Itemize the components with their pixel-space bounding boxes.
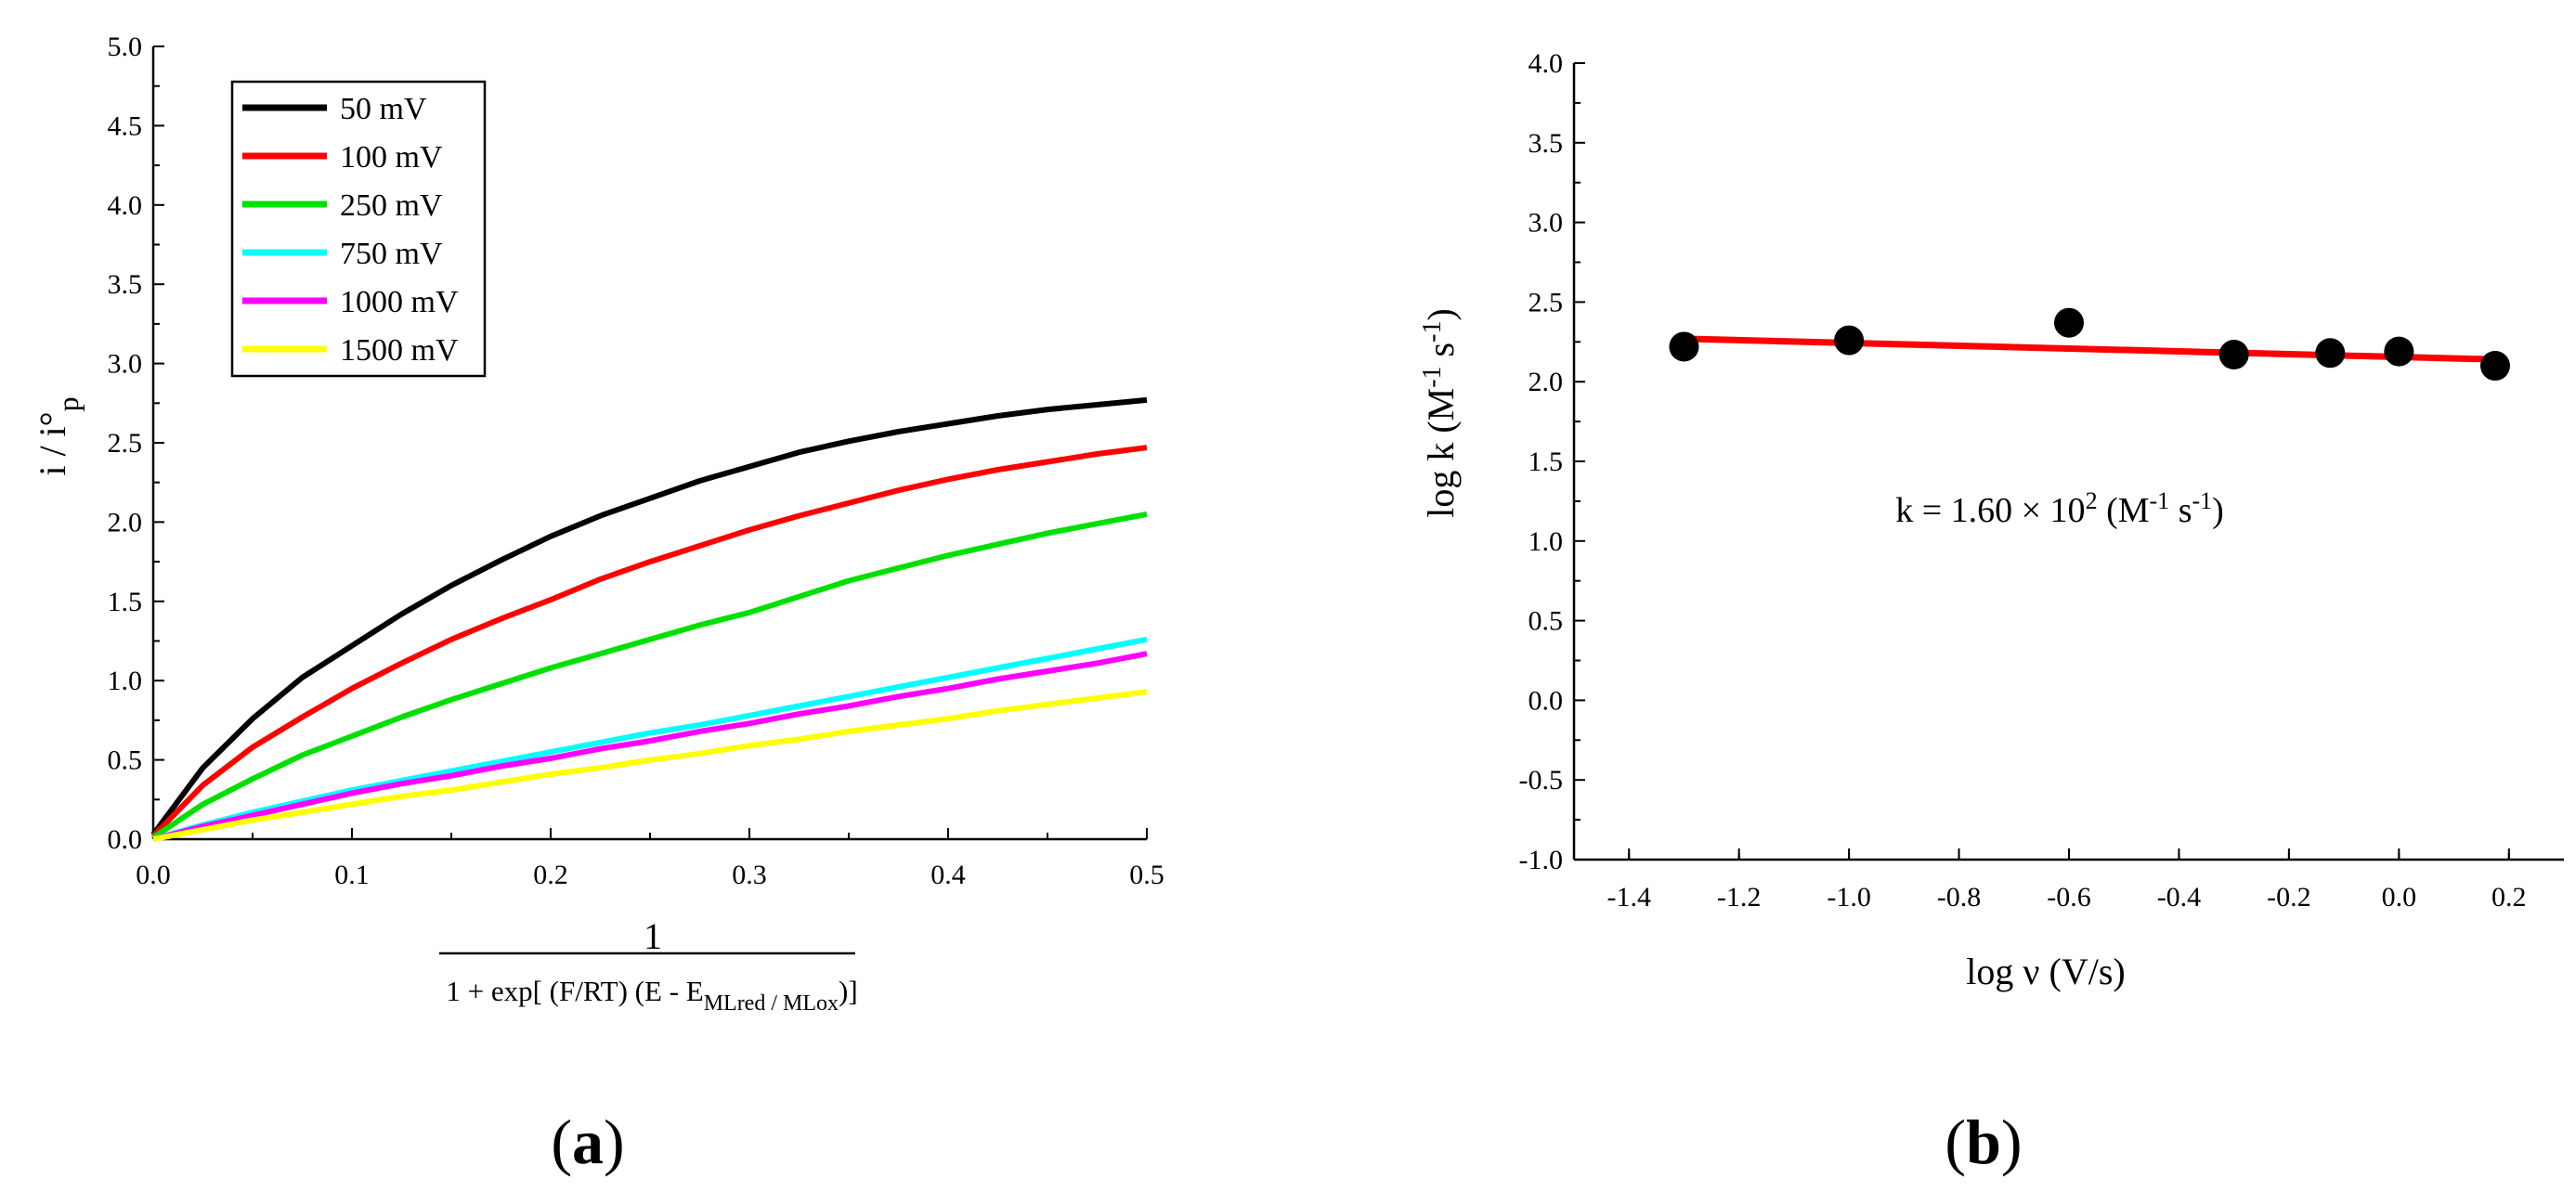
chart-a-series-line <box>152 636 1148 842</box>
chart-a-ytick-label: 3.0 <box>108 349 143 380</box>
chart-b-xtick-label: -1.2 <box>1717 882 1762 913</box>
chart-b-annotation-prefix: k = 1.60 × 10 <box>1895 491 2085 530</box>
chart-b-point <box>2054 307 2084 338</box>
chart-b-ytick-label: 1.5 <box>1529 447 1564 477</box>
chart-b-annotation-suffix: ) <box>2212 491 2224 530</box>
chart-a-legend-label: 100 mV <box>340 140 443 175</box>
chart-a-ytick-label: 5.0 <box>108 32 143 62</box>
chart-a-xlabel-denominator-sub: MLred / MLox <box>704 991 839 1016</box>
chart-a-xtick-label: 0.2 <box>533 860 568 890</box>
chart-a-ytick-label: 2.5 <box>108 428 143 459</box>
chart-b-xtick-label: -0.4 <box>2157 882 2202 913</box>
chart-b: -1.4 -1.2 -1.0 -0.8 -0.6 -0.4 -0.2 0.0 0.2 -1.0 -0… <box>1418 48 2564 1177</box>
chart-b-ytick-label: 3.0 <box>1529 208 1564 239</box>
chart-b-ylabel: log k (M-1 s-1) <box>1418 308 1462 518</box>
chart-b-xtick-label: -0.6 <box>2047 882 2091 913</box>
chart-b-point <box>2218 340 2249 370</box>
chart-a-legend-label: 1000 mV <box>340 285 459 319</box>
chart-a-legend-label: 1500 mV <box>340 333 459 368</box>
chart-b-annotation-sup1: 2 <box>2086 487 2098 514</box>
chart-b-xtick-label: 0.2 <box>2491 882 2527 913</box>
chart-b-ytick-label: 0.0 <box>1529 685 1564 716</box>
chart-a: 0.0 0.1 0.2 0.3 0.4 0.5 0.0 0.5 1.0 1.5 2.0 2.5 3.0 3… <box>32 32 1164 1177</box>
chart-b-annotation: k = 1.60 × 102 (M-1 s-1) <box>1895 487 2224 530</box>
chart-a-ytick-label: 4.5 <box>108 110 143 141</box>
chart-b-xtick-label: -1.0 <box>1827 882 1871 913</box>
chart-b-ticks: -1.4 -1.2 -1.0 -0.8 -0.6 -0.4 -0.2 0.0 0.2 -1.0 -0… <box>1519 48 2527 913</box>
chart-b-ytick-label: -0.5 <box>1519 765 1564 796</box>
chart-a-legend-label: 50 mV <box>340 92 427 126</box>
chart-b-annotation-mid2: s <box>2169 491 2192 530</box>
chart-b-ylabel-suffix: ) <box>1420 308 1462 320</box>
chart-a-legend-box <box>230 80 487 378</box>
chart-a-xtick-label: 0.5 <box>1129 860 1164 890</box>
chart-b-ytick-label: 2.5 <box>1529 287 1564 317</box>
chart-b-ytick-label: 4.0 <box>1529 48 1564 79</box>
chart-b-point <box>1834 325 1865 356</box>
chart-b-ylabel-mid: s <box>1420 343 1462 367</box>
chart-b-xtick-label: 0.0 <box>2382 882 2417 913</box>
chart-b-fit <box>1684 335 2496 363</box>
chart-a-xlabel-numerator: 1 <box>644 915 662 957</box>
chart-b-points <box>1669 307 2510 382</box>
chart-a-ytick-label: 4.0 <box>108 190 143 221</box>
chart-b-point <box>2384 336 2414 367</box>
chart-b-annotation-sup3: -1 <box>2192 487 2212 514</box>
chart-a-ytick-label: 1.5 <box>108 587 143 617</box>
chart-b-fit-line <box>1684 335 2496 363</box>
chart-a-ytick-label: 1.0 <box>108 666 143 696</box>
chart-a-legend-label: 750 mV <box>340 237 443 271</box>
chart-b-xtick-label: -0.2 <box>2267 882 2311 913</box>
chart-b-annotation-mid: (M <box>2098 491 2150 530</box>
chart-a-xlabel-denominator-prefix: 1 + exp[ (F/RT) (E - E <box>446 975 703 1007</box>
chart-a-panel-label: (a) <box>551 1107 624 1177</box>
chart-a-series-line <box>152 689 1148 842</box>
chart-b-point <box>2479 351 2510 382</box>
chart-a-ylabel-sub: p <box>51 396 85 411</box>
chart-b-ytick-label: 2.0 <box>1529 367 1564 397</box>
chart-b-point <box>1669 331 1699 362</box>
chart-a-ticks: 0.0 0.1 0.2 0.3 0.4 0.5 0.0 0.5 1.0 1.5 2.0 2.5 3.0 3… <box>108 32 1164 890</box>
chart-b-ytick-label: 3.5 <box>1529 128 1564 159</box>
chart-a-panel-letter: a <box>572 1107 604 1177</box>
chart-b-xtick-label: -0.8 <box>1937 882 1982 913</box>
chart-a-xlabel-denominator: 1 + exp[ (F/RT) (E - EMLred / MLox)] <box>446 975 857 1016</box>
chart-b-panel-letter: b <box>1966 1107 2001 1177</box>
chart-b-ytick-label: 1.0 <box>1529 526 1564 557</box>
chart-a-ytick-label: 2.0 <box>108 507 143 537</box>
chart-a-series-line <box>150 396 1148 836</box>
chart-a-ytick-label: 3.5 <box>108 269 143 300</box>
chart-b-ytick-label: 0.5 <box>1529 606 1564 637</box>
chart-a-legend-label: 250 mV <box>340 188 443 223</box>
chart-b-point <box>2315 338 2346 369</box>
chart-b-xtick-label: -1.4 <box>1607 882 1651 913</box>
chart-b-panel-label: (b) <box>1945 1107 2022 1177</box>
chart-a-series-line <box>151 511 1148 840</box>
chart-a-legend: 50 mV 100 mV 250 mV 750 mV 1000 mV 1500 mV <box>230 80 487 378</box>
chart-b-annotation-sup2: -1 <box>2150 487 2170 514</box>
chart-a-xtick-label: 0.0 <box>136 860 171 890</box>
chart-a-ytick-label: 0.5 <box>108 745 143 776</box>
chart-b-ytick-label: -1.0 <box>1519 845 1564 875</box>
chart-a-xlabel-denominator-suffix: )] <box>839 975 858 1007</box>
chart-b-ylabel-prefix: log k (M <box>1420 388 1462 518</box>
chart-a-ylabel: i / i°p <box>32 396 85 475</box>
chart-a-series-line <box>150 445 1148 838</box>
chart-a-xtick-label: 0.4 <box>930 860 966 890</box>
chart-a-xtick-label: 0.1 <box>334 860 370 890</box>
chart-a-series <box>150 396 1148 842</box>
chart-a-xtick-label: 0.3 <box>732 860 767 890</box>
chart-a-ylabel-main: i / i° <box>32 411 73 475</box>
chart-b-ylabel-sup2: -1 <box>1418 321 1447 343</box>
chart-a-ytick-label: 0.0 <box>108 824 143 855</box>
chart-a-series-line <box>152 651 1148 842</box>
chart-b-xlabel: log ν (V/s) <box>1966 951 2125 992</box>
chart-b-ylabel-sup1: -1 <box>1418 366 1447 387</box>
